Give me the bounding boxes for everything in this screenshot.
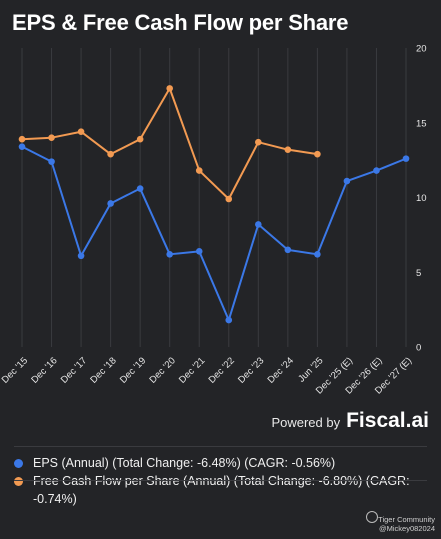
x-tick-label: Dec '20	[147, 355, 177, 385]
y-axis-ticks: 0 5 10 15 20	[416, 44, 427, 354]
data-point	[284, 146, 292, 153]
legend-divider	[14, 480, 427, 481]
watermark-user: @Mickey082024	[379, 524, 435, 533]
data-point	[402, 155, 410, 162]
data-point	[166, 85, 173, 92]
data-point	[225, 316, 233, 324]
x-axis-ticks: Dec '15 Dec '16 Dec '17 Dec '18 Dec '19 Dec '…	[0, 355, 414, 396]
legend-label-fcf: Free Cash Flow per Share (Annual) (Total…	[33, 474, 410, 506]
data-point	[373, 167, 380, 174]
data-point	[284, 246, 292, 254]
y-tick-label: 0	[416, 343, 421, 354]
data-point	[195, 167, 203, 174]
y-tick-label: 20	[416, 44, 427, 55]
data-point	[225, 195, 233, 203]
watermark-community: Tiger Community	[378, 515, 435, 524]
data-point	[195, 248, 203, 255]
data-point	[136, 185, 144, 192]
x-tick-label: Dec '19	[118, 355, 148, 385]
watermark: Tiger Community @Mickey082024	[378, 515, 435, 533]
data-point	[48, 158, 55, 165]
data-point	[107, 200, 114, 207]
legend-item-eps[interactable]: EPS (Annual) (Total Change: -6.48%) (CAG…	[14, 454, 427, 472]
data-point	[18, 135, 26, 143]
legend: EPS (Annual) (Total Change: -6.48%) (CAG…	[14, 454, 427, 508]
data-point	[314, 251, 321, 258]
legend-dot-eps	[14, 458, 23, 468]
x-tick-label: Dec '15	[0, 355, 30, 385]
y-tick-label: 15	[416, 118, 427, 129]
legend-divider	[14, 446, 427, 447]
data-point	[314, 150, 321, 158]
legend-label-eps: EPS (Annual) (Total Change: -6.48%) (CAG…	[33, 456, 336, 470]
data-point	[136, 135, 144, 143]
community-logo-icon	[366, 511, 378, 523]
powered-by-label: Powered by	[271, 415, 341, 430]
data-point	[48, 134, 55, 141]
y-tick-label: 10	[416, 193, 427, 204]
chart-grid	[21, 48, 407, 347]
x-tick-label: Dec '16	[29, 355, 59, 385]
data-point	[166, 251, 173, 258]
brand-logo[interactable]: Fiscal.ai	[346, 409, 429, 432]
data-point	[107, 150, 114, 158]
y-tick-label: 5	[416, 268, 421, 279]
series-line-0	[21, 145, 407, 322]
x-tick-label: Dec '18	[88, 355, 118, 385]
x-tick-label: Dec '23	[236, 355, 266, 385]
data-point	[255, 138, 262, 146]
legend-dot-fcf	[14, 476, 23, 486]
data-point	[77, 128, 85, 136]
data-point	[18, 143, 26, 150]
x-tick-label: Dec '17	[59, 355, 89, 385]
data-point	[343, 177, 351, 185]
x-tick-label: Dec '22	[207, 355, 237, 385]
chart-series	[18, 85, 410, 324]
x-tick-label: Dec '24	[266, 355, 296, 385]
x-tick-label: Dec '21	[177, 355, 207, 385]
data-point	[77, 252, 85, 260]
powered-by: Powered by Fiscal.ai	[271, 409, 429, 433]
chart-title: EPS & Free Cash Flow per Share	[12, 10, 349, 35]
data-point	[255, 221, 262, 228]
legend-item-fcf[interactable]: Free Cash Flow per Share (Annual) (Total…	[14, 472, 427, 508]
